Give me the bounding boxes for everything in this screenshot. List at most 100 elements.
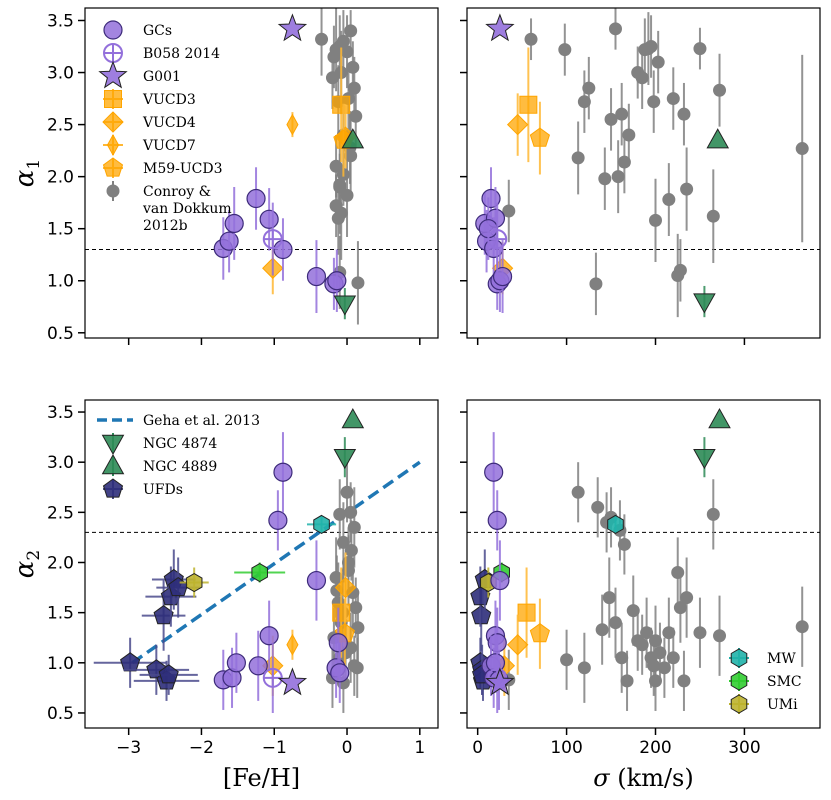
y-tick-label: 3.5 [47,11,74,31]
legend-label: GCs [143,23,172,39]
point-conroy-van-dokkum-2012b [350,661,364,675]
point-b058-2014 [262,667,283,688]
series-ngc-4874 [333,437,357,478]
y-axis-title-subscript: 2 [24,550,44,561]
point-vucd3-shape [519,95,538,114]
series-ngc-4889 [706,128,730,149]
panel-sigma-alpha1 [460,7,821,345]
point-ngc-4874 [693,293,716,314]
series-vucd3 [519,47,538,163]
point-conroy-van-dokkum-2012b [666,651,680,665]
point-conroy-van-dokkum-2012b [577,661,591,675]
series-g001 [485,667,515,696]
point-conroy-van-dokkum-2012b [620,674,634,688]
point-conroy-van-dokkum-2012b [795,142,809,156]
point-m59-ucd3-shape [529,623,551,643]
legend-marker-vucd3-shape [104,90,122,108]
point-conroy-van-dokkum-2012b [327,50,341,64]
legend-marker-mw-shape [730,648,748,668]
point-gcs [273,239,293,260]
legend-label: UMi [767,697,798,713]
series-ngc-4874 [693,437,716,478]
x-tick-label: 200 [639,738,671,758]
series-b058-2014 [487,202,508,276]
legend-marker-conroy-van-dokkum-2012b [106,184,120,198]
point-conroy-van-dokkum-2012b [602,591,616,605]
legend-marker-vucd7 [106,133,120,157]
x-axis-title: σ (km/s) [593,764,693,792]
legend: GCs B058 2014 G001 VUCD3 VUCD4 VUCD7 M59-UCD3 C… [98,20,232,234]
point-m59-ucd3 [529,623,551,643]
series-b058-2014 [262,202,283,276]
point-vucd3-shape [332,95,351,114]
data-points [93,408,365,713]
point-conroy-van-dokkum-2012b [647,659,661,673]
point-g001 [277,667,308,696]
series-gcs [213,167,347,314]
fit-line-geha-et-al-2013 [131,460,421,665]
x-tick-label: −1 [262,738,287,758]
point-conroy-van-dokkum-2012b [649,634,663,648]
point-mw-shape [313,514,330,534]
point-gcs [273,462,293,482]
point-vucd3-shape [517,603,536,622]
legend-item-g001: G001 [98,60,181,89]
point-conroy-van-dokkum-2012b [611,170,625,184]
point-conroy-van-dokkum-2012b [677,107,691,121]
point-g001-shape [277,13,308,42]
point-vucd3 [519,95,538,114]
x-tick-label: 0 [342,738,353,758]
point-gcs [246,188,266,209]
point-conroy-van-dokkum-2012b [617,537,631,551]
point-vucd4-shape [334,576,357,599]
series-m59-ucd3 [529,598,551,669]
legend-marker-mw [730,648,748,668]
point-conroy-van-dokkum-2012b [598,172,612,186]
legend-marker-m59-ucd3 [102,157,124,177]
point-vucd3 [332,603,351,622]
point-vucd4-shape [506,634,529,656]
point-conroy-van-dokkum-2012b [615,107,629,121]
legend-marker-g001 [98,60,128,89]
point-conroy-van-dokkum-2012b [680,182,694,196]
legend-marker-ufds-shape [102,478,124,498]
data-points [475,8,809,318]
legend-label: B058 2014 [143,46,220,62]
y-tick-label: 2.5 [47,503,74,523]
x-tick-label: 1 [414,738,425,758]
point-conroy-van-dokkum-2012b [558,43,572,57]
point-conroy-van-dokkum-2012b [680,591,694,605]
y-tick-label: 2.0 [47,168,74,188]
legend-item-ngc-4874: NGC 4874 [101,433,217,456]
legend-item-m59-ucd3: M59-UCD3 [102,157,223,178]
series-ngc-4889 [341,128,365,149]
point-gcs [224,213,244,234]
point-vucd7 [286,113,299,136]
panel-sigma-alpha2: 0 100 200 300 σ (km/s) MW SMC UMi [460,399,821,792]
series-gcs [213,432,350,710]
point-conroy-van-dokkum-2012b [713,83,727,97]
y-tick-label: 0.5 [47,704,74,724]
point-ngc-4889-shape [341,128,365,149]
point-b058-2014 [487,229,508,250]
point-conroy-van-dokkum-2012b [608,22,622,36]
point-mw-shape [607,514,624,534]
point-conroy-van-dokkum-2012b [647,95,661,109]
point-mw [607,514,624,534]
series-smc [234,562,286,583]
legend-label-line: Conroy & [143,184,211,200]
point-conroy-van-dokkum-2012b [560,653,574,667]
legend-marker-smc [730,671,748,691]
legend-label-line: MW [767,651,796,667]
point-conroy-van-dokkum-2012b [677,674,691,688]
point-vucd3 [332,95,351,114]
point-m59-ucd3 [529,127,551,147]
legend-label: Geha et al. 2013 [143,413,260,429]
legend-label-line: G001 [143,69,181,85]
series-mw [306,514,337,534]
point-conroy-van-dokkum-2012b [604,112,618,126]
point-conroy-van-dokkum-2012b [693,42,707,56]
legend-item-geha-et-al-2013: Geha et al. 2013 [97,413,260,429]
legend-marker-vucd4-shape [102,111,124,133]
series-vucd7 [286,112,299,138]
